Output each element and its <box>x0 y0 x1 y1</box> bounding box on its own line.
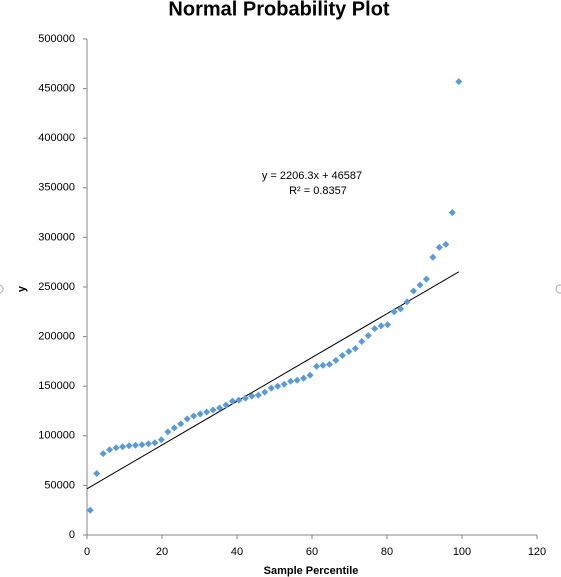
x-axis-title: Sample Percentile <box>264 565 359 577</box>
chart-title: Normal Probability Plot <box>168 0 389 20</box>
x-tick-label: 0 <box>84 546 90 558</box>
data-point <box>203 408 211 416</box>
data-point <box>280 380 288 388</box>
data-point <box>209 406 217 414</box>
data-point <box>325 360 333 368</box>
data-point <box>338 351 346 359</box>
data-point <box>170 424 178 432</box>
data-point <box>157 436 165 444</box>
data-point <box>435 243 443 251</box>
data-point <box>267 384 275 392</box>
data-point <box>377 322 385 330</box>
data-point <box>131 441 139 449</box>
x-tick-label: 80 <box>381 546 393 558</box>
data-point <box>241 394 249 402</box>
resize-handle[interactable] <box>0 284 4 294</box>
y-axis-title: y <box>16 285 28 292</box>
data-point <box>216 404 224 412</box>
data-point <box>183 415 191 423</box>
y-tick-label: 150000 <box>38 380 75 392</box>
data-point <box>351 345 359 353</box>
x-tick-label: 20 <box>156 546 168 558</box>
data-point <box>93 469 101 477</box>
data-point <box>416 281 424 289</box>
y-tick-label: 0 <box>69 529 75 541</box>
data-point <box>300 374 308 382</box>
resize-handle[interactable] <box>555 284 561 294</box>
data-point <box>313 362 321 370</box>
data-point <box>254 391 262 399</box>
data-point <box>138 441 146 449</box>
data-point <box>306 371 314 379</box>
trendline-equation: y = 2206.3x + 46587 <box>262 170 362 182</box>
trendline <box>86 271 460 490</box>
data-point <box>106 446 114 454</box>
trendline-r2: R² = 0.8357 <box>289 185 347 197</box>
y-tick-label: 250000 <box>38 281 75 293</box>
data-point <box>410 287 418 295</box>
data-point <box>455 78 463 86</box>
data-point <box>442 240 450 248</box>
data-point <box>248 392 256 400</box>
data-point <box>235 396 243 404</box>
data-point <box>86 506 94 514</box>
y-tick-label: 450000 <box>38 83 75 95</box>
data-point <box>384 321 392 329</box>
data-point <box>448 209 456 217</box>
y-tick-label: 100000 <box>38 430 75 442</box>
y-tick-label: 50000 <box>44 479 75 491</box>
data-point <box>332 356 340 364</box>
y-tick-label: 400000 <box>38 132 75 144</box>
data-point <box>390 308 398 316</box>
data-point <box>371 325 379 333</box>
data-point <box>358 338 366 346</box>
data-point <box>397 305 405 313</box>
x-tick-label: 100 <box>453 546 471 558</box>
data-point <box>228 397 236 405</box>
data-point <box>151 439 159 447</box>
y-tick-label: 200000 <box>38 331 75 343</box>
x-tick-label: 60 <box>306 546 318 558</box>
data-point <box>261 388 269 396</box>
data-point <box>293 376 301 384</box>
data-point <box>274 382 282 390</box>
y-tick-label: 300000 <box>38 231 75 243</box>
data-point <box>364 332 372 340</box>
y-tick-label: 500000 <box>38 33 75 45</box>
data-point <box>345 347 353 355</box>
x-tick-label: 120 <box>528 546 546 558</box>
data-point <box>164 428 172 436</box>
data-point <box>287 377 295 385</box>
data-point <box>99 450 107 458</box>
x-tick-label: 40 <box>231 546 243 558</box>
data-point <box>196 410 204 418</box>
data-point <box>403 298 411 306</box>
data-point <box>190 412 198 420</box>
data-point <box>222 401 230 409</box>
data-point <box>112 444 120 452</box>
data-point <box>429 253 437 261</box>
data-point <box>319 361 327 369</box>
data-point <box>119 443 127 451</box>
data-point <box>125 442 133 450</box>
data-point <box>177 420 185 428</box>
data-point <box>144 440 152 448</box>
data-point <box>422 275 430 283</box>
y-tick-label: 350000 <box>38 182 75 194</box>
